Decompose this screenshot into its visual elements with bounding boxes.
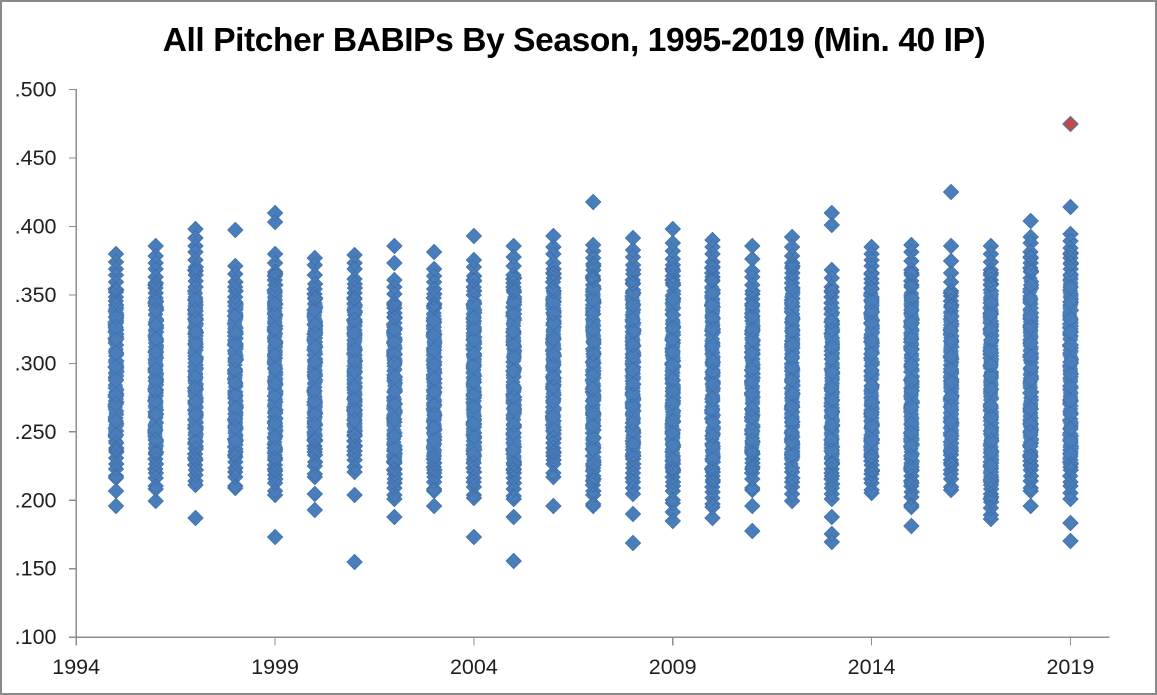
svg-text:All Pitcher BABIPs By Season,: All Pitcher BABIPs By Season, 1995-2019 … [163, 22, 986, 59]
svg-text:.500: .500 [15, 78, 57, 102]
svg-text:.350: .350 [15, 283, 57, 307]
svg-text:2009: 2009 [649, 655, 697, 679]
svg-text:1994: 1994 [52, 655, 100, 679]
svg-text:.250: .250 [15, 420, 57, 444]
svg-text:.150: .150 [15, 557, 57, 581]
svg-text:2019: 2019 [1046, 655, 1094, 679]
svg-text:1999: 1999 [251, 655, 299, 679]
svg-text:.200: .200 [15, 488, 57, 512]
svg-text:2014: 2014 [848, 655, 896, 679]
svg-text:.400: .400 [15, 214, 57, 238]
svg-text:.300: .300 [15, 351, 57, 375]
svg-text:2004: 2004 [450, 655, 498, 679]
svg-text:.450: .450 [15, 146, 57, 170]
svg-text:.100: .100 [15, 625, 57, 649]
